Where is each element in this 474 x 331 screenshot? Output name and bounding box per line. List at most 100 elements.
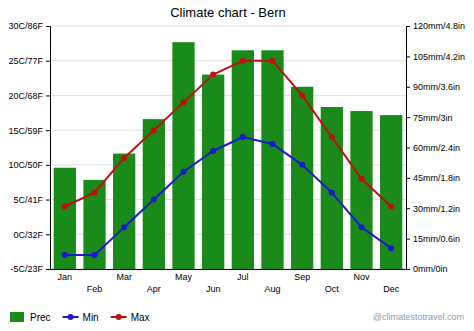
tick-mark (406, 87, 410, 88)
axis-line (46, 27, 51, 270)
point (210, 148, 216, 154)
tick: 10C/50F (8, 160, 50, 170)
tick-label: Oct (325, 284, 340, 294)
tick-label: 75mm/3in (413, 113, 453, 123)
legend-label: Prec (30, 312, 51, 323)
tick-label: 15mm/0.6in (413, 234, 460, 244)
point (270, 141, 276, 147)
tick-label: Aug (264, 284, 280, 294)
tick: 0C/32F (13, 230, 50, 240)
tick: May (175, 272, 193, 282)
tick-label: 60mm/2.4in (413, 143, 460, 153)
tick-mark (46, 130, 50, 131)
line-series (62, 58, 394, 210)
tick-mark (406, 117, 410, 118)
point (388, 204, 394, 210)
tick-mark (406, 269, 410, 270)
tick: 5C/41F (13, 195, 50, 205)
point (240, 134, 246, 140)
point (151, 127, 157, 133)
grid-line (50, 26, 406, 27)
tick-label: May (175, 272, 193, 282)
x-axis: Jan Feb Mar Apr May Jun Jul Aug Sep Oct Nov Dec (51, 270, 407, 295)
tick-label: 105mm/4.2in (413, 52, 465, 62)
legend-label: Min (83, 312, 99, 323)
axis-line (51, 269, 407, 270)
tick-label: 120mm/4.8in (413, 21, 465, 31)
tick: Jun (206, 284, 221, 294)
tick: Jul (237, 272, 249, 282)
bar (172, 42, 194, 269)
tick-mark (46, 26, 50, 27)
tick-label: Nov (353, 272, 370, 282)
tick: Jan (58, 272, 73, 282)
tick-mark (406, 239, 410, 240)
point (299, 92, 305, 98)
tick-label: 20C/68F (8, 91, 43, 101)
bar (202, 75, 224, 269)
bar (350, 111, 372, 269)
tick-label: 10C/50F (8, 160, 43, 170)
axis-line (407, 27, 411, 270)
legend-swatch (116, 314, 122, 320)
tick-label: 0mm/0in (413, 264, 448, 274)
tick-mark (406, 178, 410, 179)
grid-line (50, 95, 406, 96)
tick: Nov (353, 272, 370, 282)
plot: -5C/23F 0C/32F 5C/41F 10C/50F 15C/59F 20C/68F… (8, 21, 465, 294)
point (92, 252, 98, 258)
tick: Feb (87, 284, 103, 294)
tick: 60mm/2.4in (406, 143, 460, 153)
bar (232, 50, 254, 269)
chart: -5C/23F 0C/32F 5C/41F 10C/50F 15C/59F 20C/68F… (0, 0, 474, 331)
bar-series (54, 42, 403, 269)
bar (54, 168, 76, 269)
tick: Apr (147, 284, 161, 294)
tick-label: Jun (206, 284, 221, 294)
point (121, 155, 127, 161)
bar (113, 154, 135, 269)
tick-mark (46, 234, 50, 235)
point (240, 58, 246, 64)
tick-label: Apr (147, 284, 161, 294)
legend-item: Prec (10, 312, 51, 323)
marks (54, 42, 403, 269)
tick: 15mm/0.6in (406, 234, 460, 244)
tick-mark (406, 148, 410, 149)
title: Climate chart - Bern (170, 5, 286, 20)
annotation: @climatestotravel.com (373, 312, 464, 322)
point (92, 190, 98, 196)
bar (380, 115, 402, 269)
tick-label: Jul (237, 272, 249, 282)
tick-label: Jan (58, 272, 73, 282)
legend-item: Max (111, 312, 150, 323)
tick-label: 30mm/1.2in (413, 204, 460, 214)
tick: Aug (264, 284, 280, 294)
legend-label: Max (131, 312, 150, 323)
tick: Dec (383, 284, 400, 294)
point (270, 58, 276, 64)
tick-label: Mar (116, 272, 132, 282)
tick-label: Dec (383, 284, 400, 294)
tick: 20C/68F (8, 91, 50, 101)
tick-label: Sep (294, 272, 310, 282)
tick-mark (46, 269, 50, 270)
tick-label: 45mm/1.8in (413, 173, 460, 183)
bar (321, 107, 343, 269)
tick: Oct (325, 284, 340, 294)
tick: 105mm/4.2in (406, 52, 465, 62)
tick: 0mm/0in (406, 264, 448, 274)
tick-label: 90mm/3.6in (413, 82, 460, 92)
tick-label: 30C/86F (8, 21, 43, 31)
tick: 90mm/3.6in (406, 82, 460, 92)
tick: 15C/59F (8, 126, 50, 136)
point (388, 245, 394, 251)
point (62, 252, 68, 258)
tick: 75mm/3in (406, 113, 453, 123)
tick-label: -5C/23F (10, 264, 43, 274)
tick: 45mm/1.8in (406, 173, 460, 183)
tick-label: 0C/32F (13, 230, 43, 240)
bar (291, 87, 313, 269)
tick-label: 5C/41F (13, 195, 43, 205)
point (329, 134, 335, 140)
